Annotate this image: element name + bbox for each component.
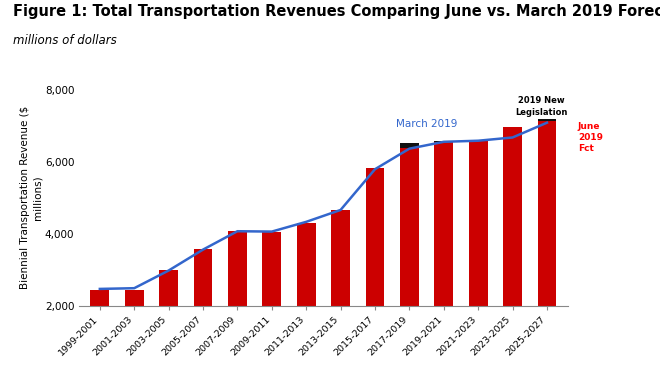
Bar (434, 141, 453, 142)
Bar (159, 270, 178, 373)
Bar (537, 121, 556, 373)
Text: 2019 New
Legislation: 2019 New Legislation (515, 97, 568, 116)
Bar (263, 232, 281, 373)
Bar (228, 231, 247, 373)
Text: March 2019: March 2019 (396, 119, 457, 129)
Bar (503, 127, 522, 373)
Bar (469, 140, 488, 373)
Bar (90, 289, 110, 373)
Text: June
2019
Fct: June 2019 Fct (578, 122, 603, 153)
Bar (193, 249, 213, 373)
Text: Figure 1: Total Transportation Revenues Comparing June vs. March 2019 Forecasts: Figure 1: Total Transportation Revenues … (13, 4, 660, 19)
Bar (125, 289, 144, 373)
Bar (297, 223, 315, 373)
Bar (366, 168, 384, 373)
Bar (400, 142, 419, 148)
Bar (331, 210, 350, 373)
Text: millions of dollars: millions of dollars (13, 34, 117, 47)
Bar (434, 142, 453, 373)
Y-axis label: Biennial Transportation Revenue ($
millions): Biennial Transportation Revenue ($ milli… (20, 106, 42, 289)
Bar (537, 119, 556, 121)
Bar (400, 148, 419, 373)
